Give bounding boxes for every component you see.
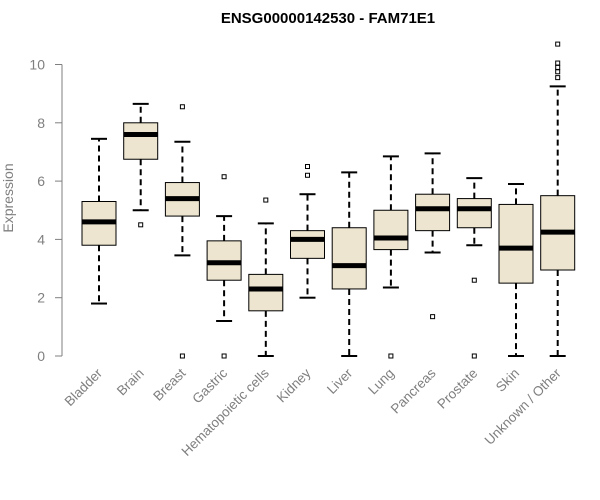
outlier-point <box>471 277 477 283</box>
chart-title: ENSG00000142530 - FAM71E1 <box>221 10 435 27</box>
box-pancreas <box>415 152 451 320</box>
box-iqr <box>331 227 367 290</box>
x-label-bladder: Bladder <box>62 365 106 409</box>
y-tick-label-10: 10 <box>29 57 45 73</box>
outlier-point <box>555 75 561 81</box>
outlier-point <box>555 64 561 70</box>
box-hematopoietic-cells <box>248 197 284 357</box>
outlier-point <box>305 172 310 178</box>
x-label-lung: Lung <box>365 366 397 398</box>
outlier-point <box>555 60 561 66</box>
outlier-point <box>388 353 394 359</box>
box-lung <box>373 155 409 359</box>
x-label-prostate: Prostate <box>434 366 480 412</box>
box-gastric <box>206 174 242 359</box>
box-unknown-other <box>540 41 576 357</box>
box-series <box>81 41 576 359</box>
box-liver <box>331 171 367 357</box>
outlier-point <box>179 104 185 110</box>
outlier-point <box>305 164 310 170</box>
outlier-point <box>555 69 561 75</box>
box-breast <box>164 104 200 359</box>
outlier-point <box>263 197 269 203</box>
box-iqr <box>373 209 409 251</box>
x-label-unknown-other: Unknown / Other <box>482 365 565 448</box>
box-kidney <box>290 164 325 299</box>
y-axis: 0 2 4 6 8 10 <box>29 57 63 364</box>
box-bladder <box>81 137 117 305</box>
x-label-kidney: Kidney <box>274 365 314 405</box>
x-label-pancreas: Pancreas <box>388 365 439 416</box>
box-iqr <box>456 198 492 229</box>
box-skin <box>498 183 534 357</box>
x-label-breast: Breast <box>150 365 188 403</box>
box-iqr <box>290 230 325 259</box>
outlier-point <box>138 222 144 228</box>
box-iqr <box>123 122 159 160</box>
y-tick-label-6: 6 <box>37 173 45 189</box>
outlier-point <box>221 174 227 180</box>
box-iqr <box>498 203 534 284</box>
x-label-gastric: Gastric <box>189 365 230 406</box>
y-axis-label: Expression <box>0 163 16 232</box>
box-iqr <box>248 273 284 312</box>
outlier-point <box>471 353 477 359</box>
y-tick-label-2: 2 <box>37 290 45 306</box>
outlier-point <box>179 353 185 359</box>
x-label-brain: Brain <box>114 366 147 399</box>
box-brain <box>123 102 159 228</box>
box-prostate <box>456 177 492 359</box>
outlier-point <box>430 314 436 320</box>
x-label-liver: Liver <box>324 365 356 397</box>
y-tick-label-8: 8 <box>37 115 45 131</box>
x-label-skin: Skin <box>493 366 522 395</box>
outlier-point <box>221 353 227 359</box>
outlier-point <box>555 41 561 47</box>
box-iqr <box>415 193 451 232</box>
y-tick-label-0: 0 <box>37 348 45 364</box>
y-tick-label-4: 4 <box>37 231 45 247</box>
